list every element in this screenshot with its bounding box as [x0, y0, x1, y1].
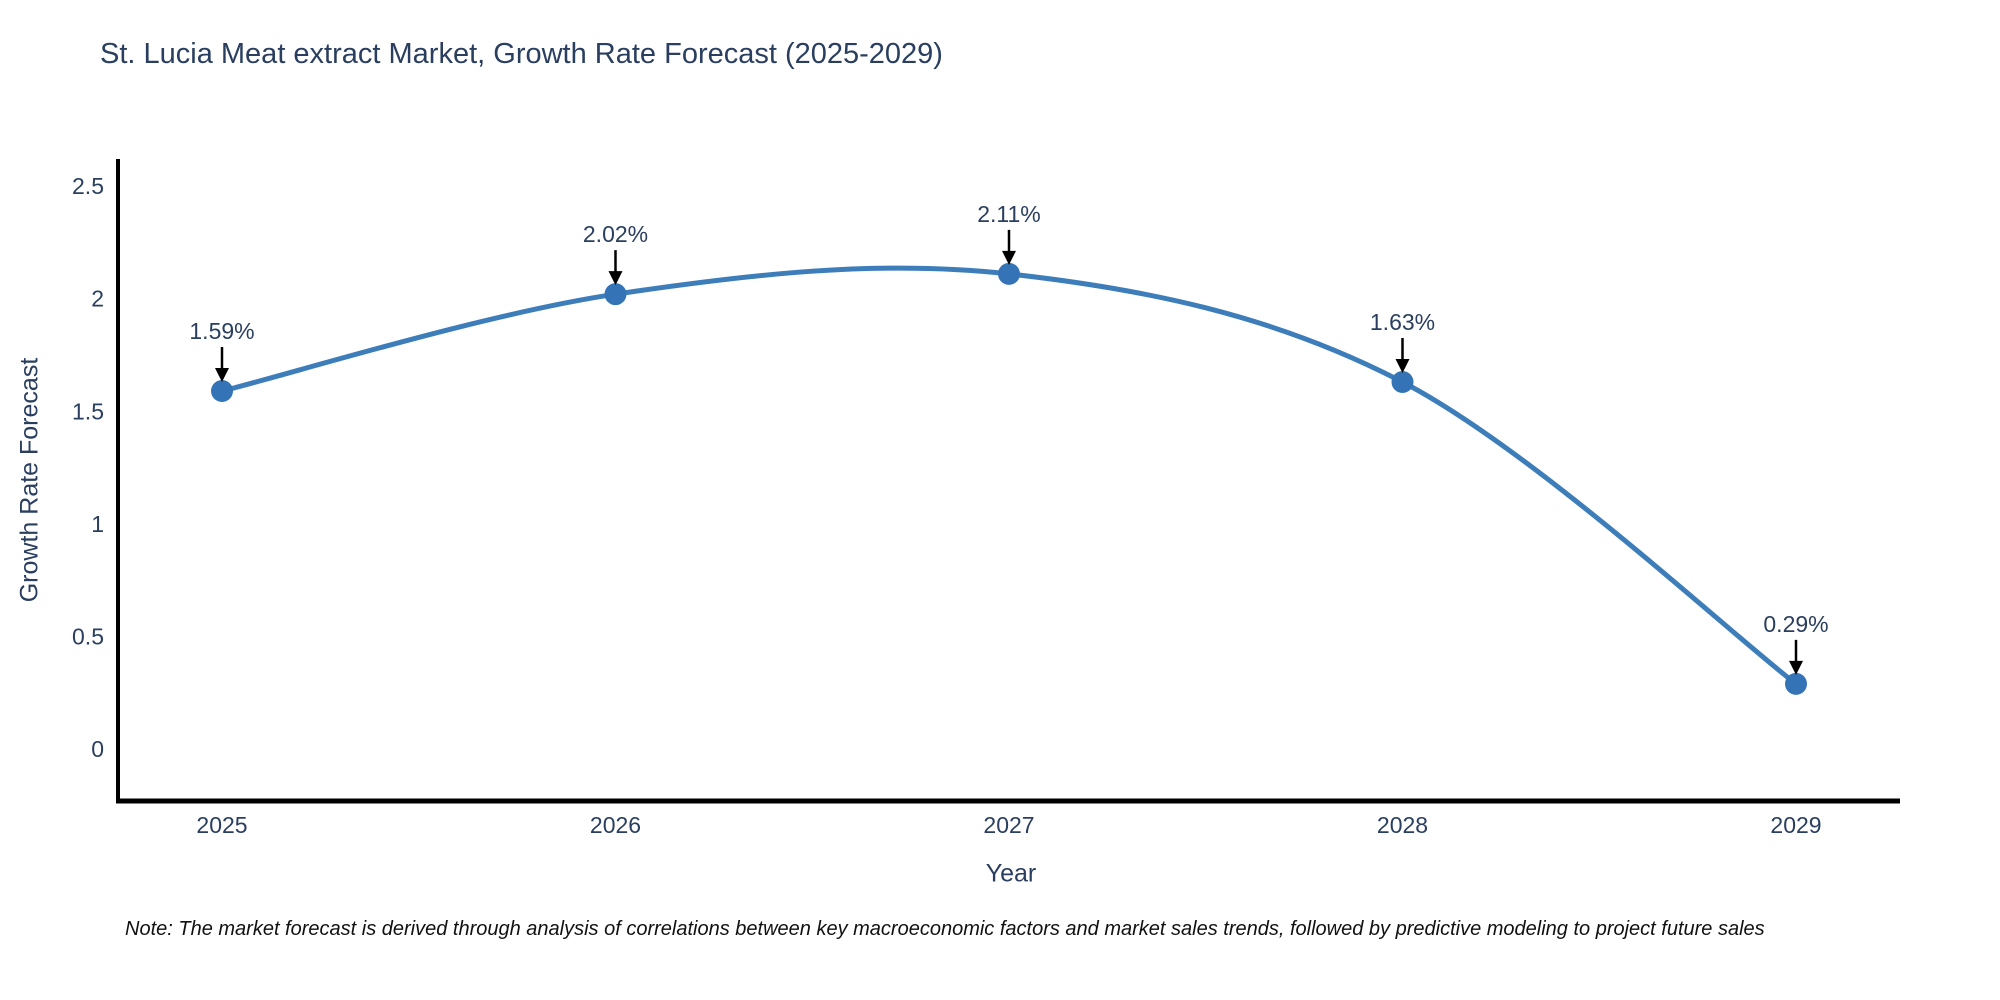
data-point-marker	[211, 380, 233, 403]
point-value-label: 0.29%	[1763, 611, 1828, 637]
chart-footnote: Note: The market forecast is derived thr…	[125, 918, 1765, 940]
point-value-label: 1.59%	[189, 318, 254, 344]
annotation-arrowhead	[608, 271, 623, 286]
x-axis-title: Year	[985, 859, 1037, 888]
point-value-label: 2.02%	[583, 221, 648, 247]
y-tick-label: 2	[91, 286, 104, 312]
y-tick-label: 0.5	[72, 624, 104, 650]
data-point-marker	[1391, 371, 1414, 394]
annotation-arrowhead	[1002, 250, 1016, 265]
chart-title: St. Lucia Meat extract Market, Growth Ra…	[100, 38, 943, 70]
x-tick-label: 2026	[590, 812, 641, 838]
forecast-line	[219, 265, 1799, 687]
data-point-marker	[998, 262, 1020, 285]
annotation-arrowhead	[1789, 660, 1803, 675]
x-tick-label: 2028	[1377, 812, 1428, 838]
y-tick-label: 0	[91, 736, 104, 762]
x-tick-label: 2029	[1770, 812, 1821, 838]
y-tick-label: 2.5	[72, 173, 104, 199]
annotation-arrowhead	[1395, 359, 1410, 374]
y-tick-label: 1.5	[72, 398, 104, 424]
y-tick-label: 1	[91, 511, 104, 537]
annotation-arrowhead	[215, 368, 229, 383]
data-point-marker	[1785, 672, 1807, 695]
data-point-marker	[604, 283, 627, 306]
x-tick-label: 2025	[196, 812, 247, 838]
x-tick-label: 2027	[983, 812, 1034, 838]
point-value-label: 2.11%	[977, 201, 1041, 227]
point-value-label: 1.63%	[1370, 309, 1435, 335]
